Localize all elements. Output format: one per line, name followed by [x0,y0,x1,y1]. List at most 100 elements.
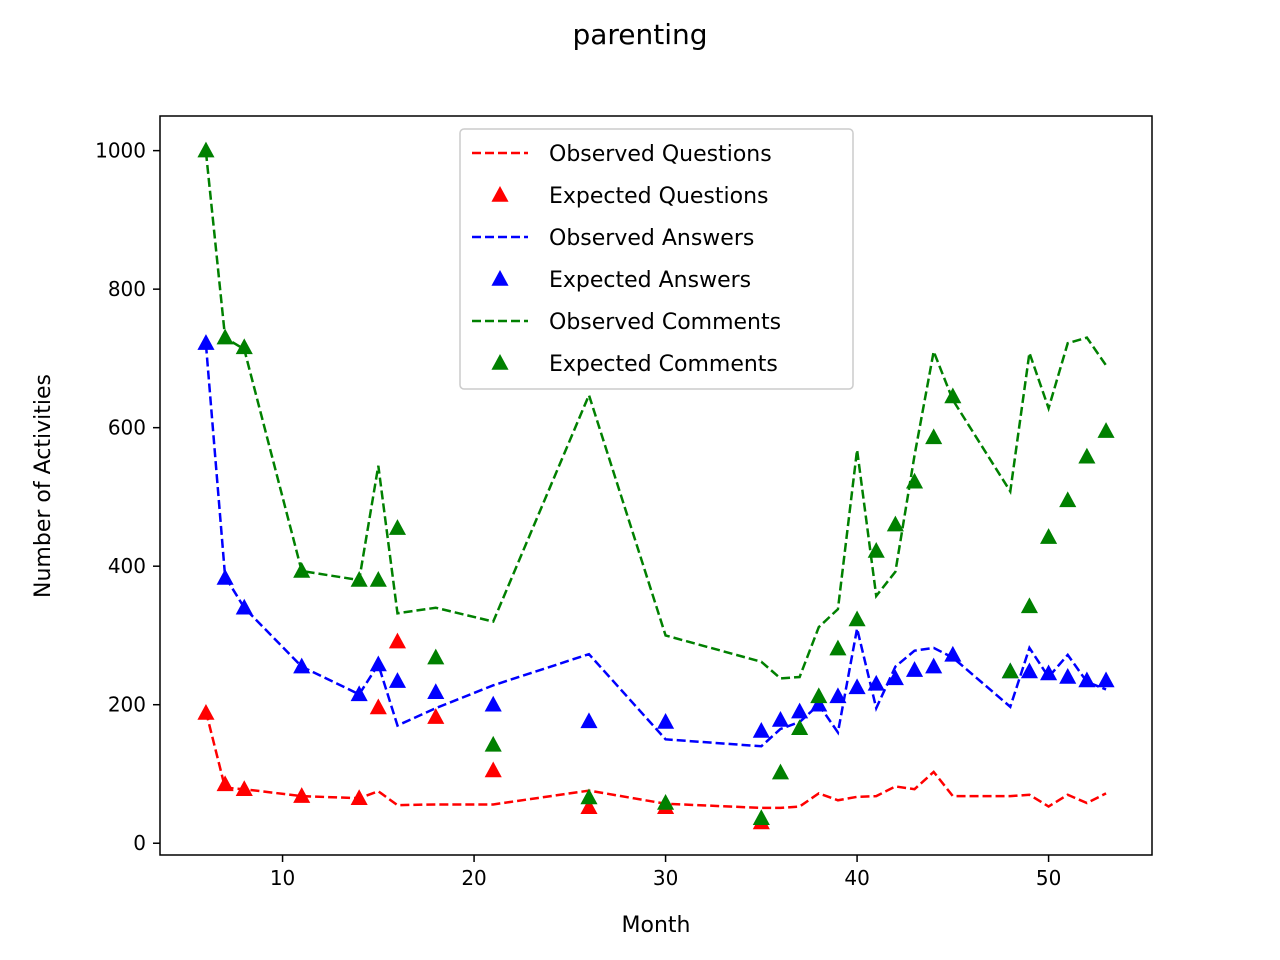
plot-frame [159,115,1153,856]
expected-answers-point [771,710,790,727]
expected-questions-point [484,761,502,778]
legend-item-expected-answers: Expected Answers [491,268,751,293]
legend-swatch [491,270,509,286]
y-axis-label: Number of Activities [31,374,56,598]
plot-marks [197,141,1115,830]
expected-answers-point [752,722,770,738]
expected-comments-point [771,763,790,780]
legend-box [459,128,854,390]
observed-answers-series [204,344,1107,748]
expected-answers-point [1020,662,1038,679]
y-tick-label: 600 [108,416,146,440]
expected-comments-point [235,338,253,355]
expected-comments-point [1001,662,1019,679]
expected-comments-point [867,541,885,558]
legend: Observed Questions Expected Questions Obse… [459,128,854,390]
y-tick-label: 800 [108,277,146,301]
observed-questions-line [204,711,1107,810]
expected-comments-point [350,571,368,587]
observed-comments-series [204,151,1108,680]
expected-answers-point [235,598,253,615]
expected-questions-point [388,632,407,649]
legend-label: Observed Answers [549,226,754,251]
x-tick-label: 10 [270,866,295,890]
legend-label: Observed Questions [549,142,772,167]
observed-questions-series [204,711,1107,810]
axis-ticks: 10 20 30 40 50 0 200 400 600 800 1000 [95,139,1061,890]
expected-comments-point [580,788,598,805]
expected-comments-point [1097,422,1115,438]
y-tick-label: 1000 [95,139,146,163]
expected-comments-point [197,141,215,158]
expected-questions-point [369,698,387,715]
expected-answers-point [867,674,885,691]
legend-label: Expected Comments [549,352,778,377]
expected-comments-point [1040,528,1058,544]
legend-swatch [491,354,509,370]
expected-comments-point [427,648,445,665]
legend-item-expected-questions: Expected Questions [491,184,769,209]
legend-item-observed-questions: Observed Questions [472,142,772,167]
expected-questions-point [293,787,311,803]
expected-comments-point [293,562,311,578]
legend-label: Expected Answers [549,268,751,293]
expected-answers-point [829,687,847,704]
legend-swatch [491,186,509,202]
expected-answers-point [810,695,828,712]
expected-comments-point [886,515,904,532]
expected-questions-point [197,704,215,720]
chart-title: parenting [572,18,707,51]
expected-answers-point [905,661,924,677]
expected-comments-point [216,328,234,345]
expected-answers-point [197,334,215,350]
expected-answers-point [657,713,675,729]
expected-questions-point [350,789,368,805]
x-tick-label: 40 [844,866,869,890]
legend-item-observed-answers: Observed Answers [472,226,754,251]
expected-answers-point [944,645,962,662]
expected-comments-point [1020,597,1038,614]
expected-answers-point [484,695,502,712]
expected-answers-point [886,669,904,686]
expected-answers-point [350,685,368,702]
expected-comments-point [829,639,847,656]
expected-answers-point [388,672,407,688]
expected-questions-point [235,780,253,796]
expected-comments-point [369,571,387,587]
expected-comments-point [1059,491,1077,508]
expected-comments-point [484,735,502,752]
x-tick-label: 30 [653,866,678,890]
observed-answers-line [204,344,1107,748]
expected-answers-point [1078,671,1096,688]
expected-comments-series [197,141,1115,826]
expected-comments-point [388,519,407,535]
x-axis-label: Month [622,913,691,938]
expected-comments-point [905,472,924,489]
expected-answers-point [293,657,311,674]
expected-answers-point [1040,664,1058,681]
expected-questions-point [216,775,234,792]
y-tick-label: 0 [133,831,146,855]
expected-comments-point [944,387,962,404]
legend-item-expected-comments: Expected Comments [491,352,778,377]
expected-answers-point [791,702,809,719]
x-tick-label: 50 [1036,866,1061,890]
expected-comments-point [657,794,675,810]
observed-comments-line [204,151,1108,680]
expected-questions-point [580,798,598,814]
expected-comments-point [848,610,866,627]
expected-comments-point [752,809,770,826]
expected-answers-point [1059,668,1077,684]
legend-item-observed-comments: Observed Comments [472,310,781,335]
expected-comments-point [1078,447,1096,464]
expected-answers-point [925,657,943,674]
y-tick-label: 400 [108,554,146,578]
legend-label: Observed Comments [549,310,781,335]
expected-comments-point [791,719,809,736]
expected-comments-point [810,687,828,704]
expected-answers-point [580,712,598,729]
expected-answers-point [1097,671,1115,688]
expected-answers-point [848,678,866,695]
x-tick-label: 20 [461,866,486,890]
